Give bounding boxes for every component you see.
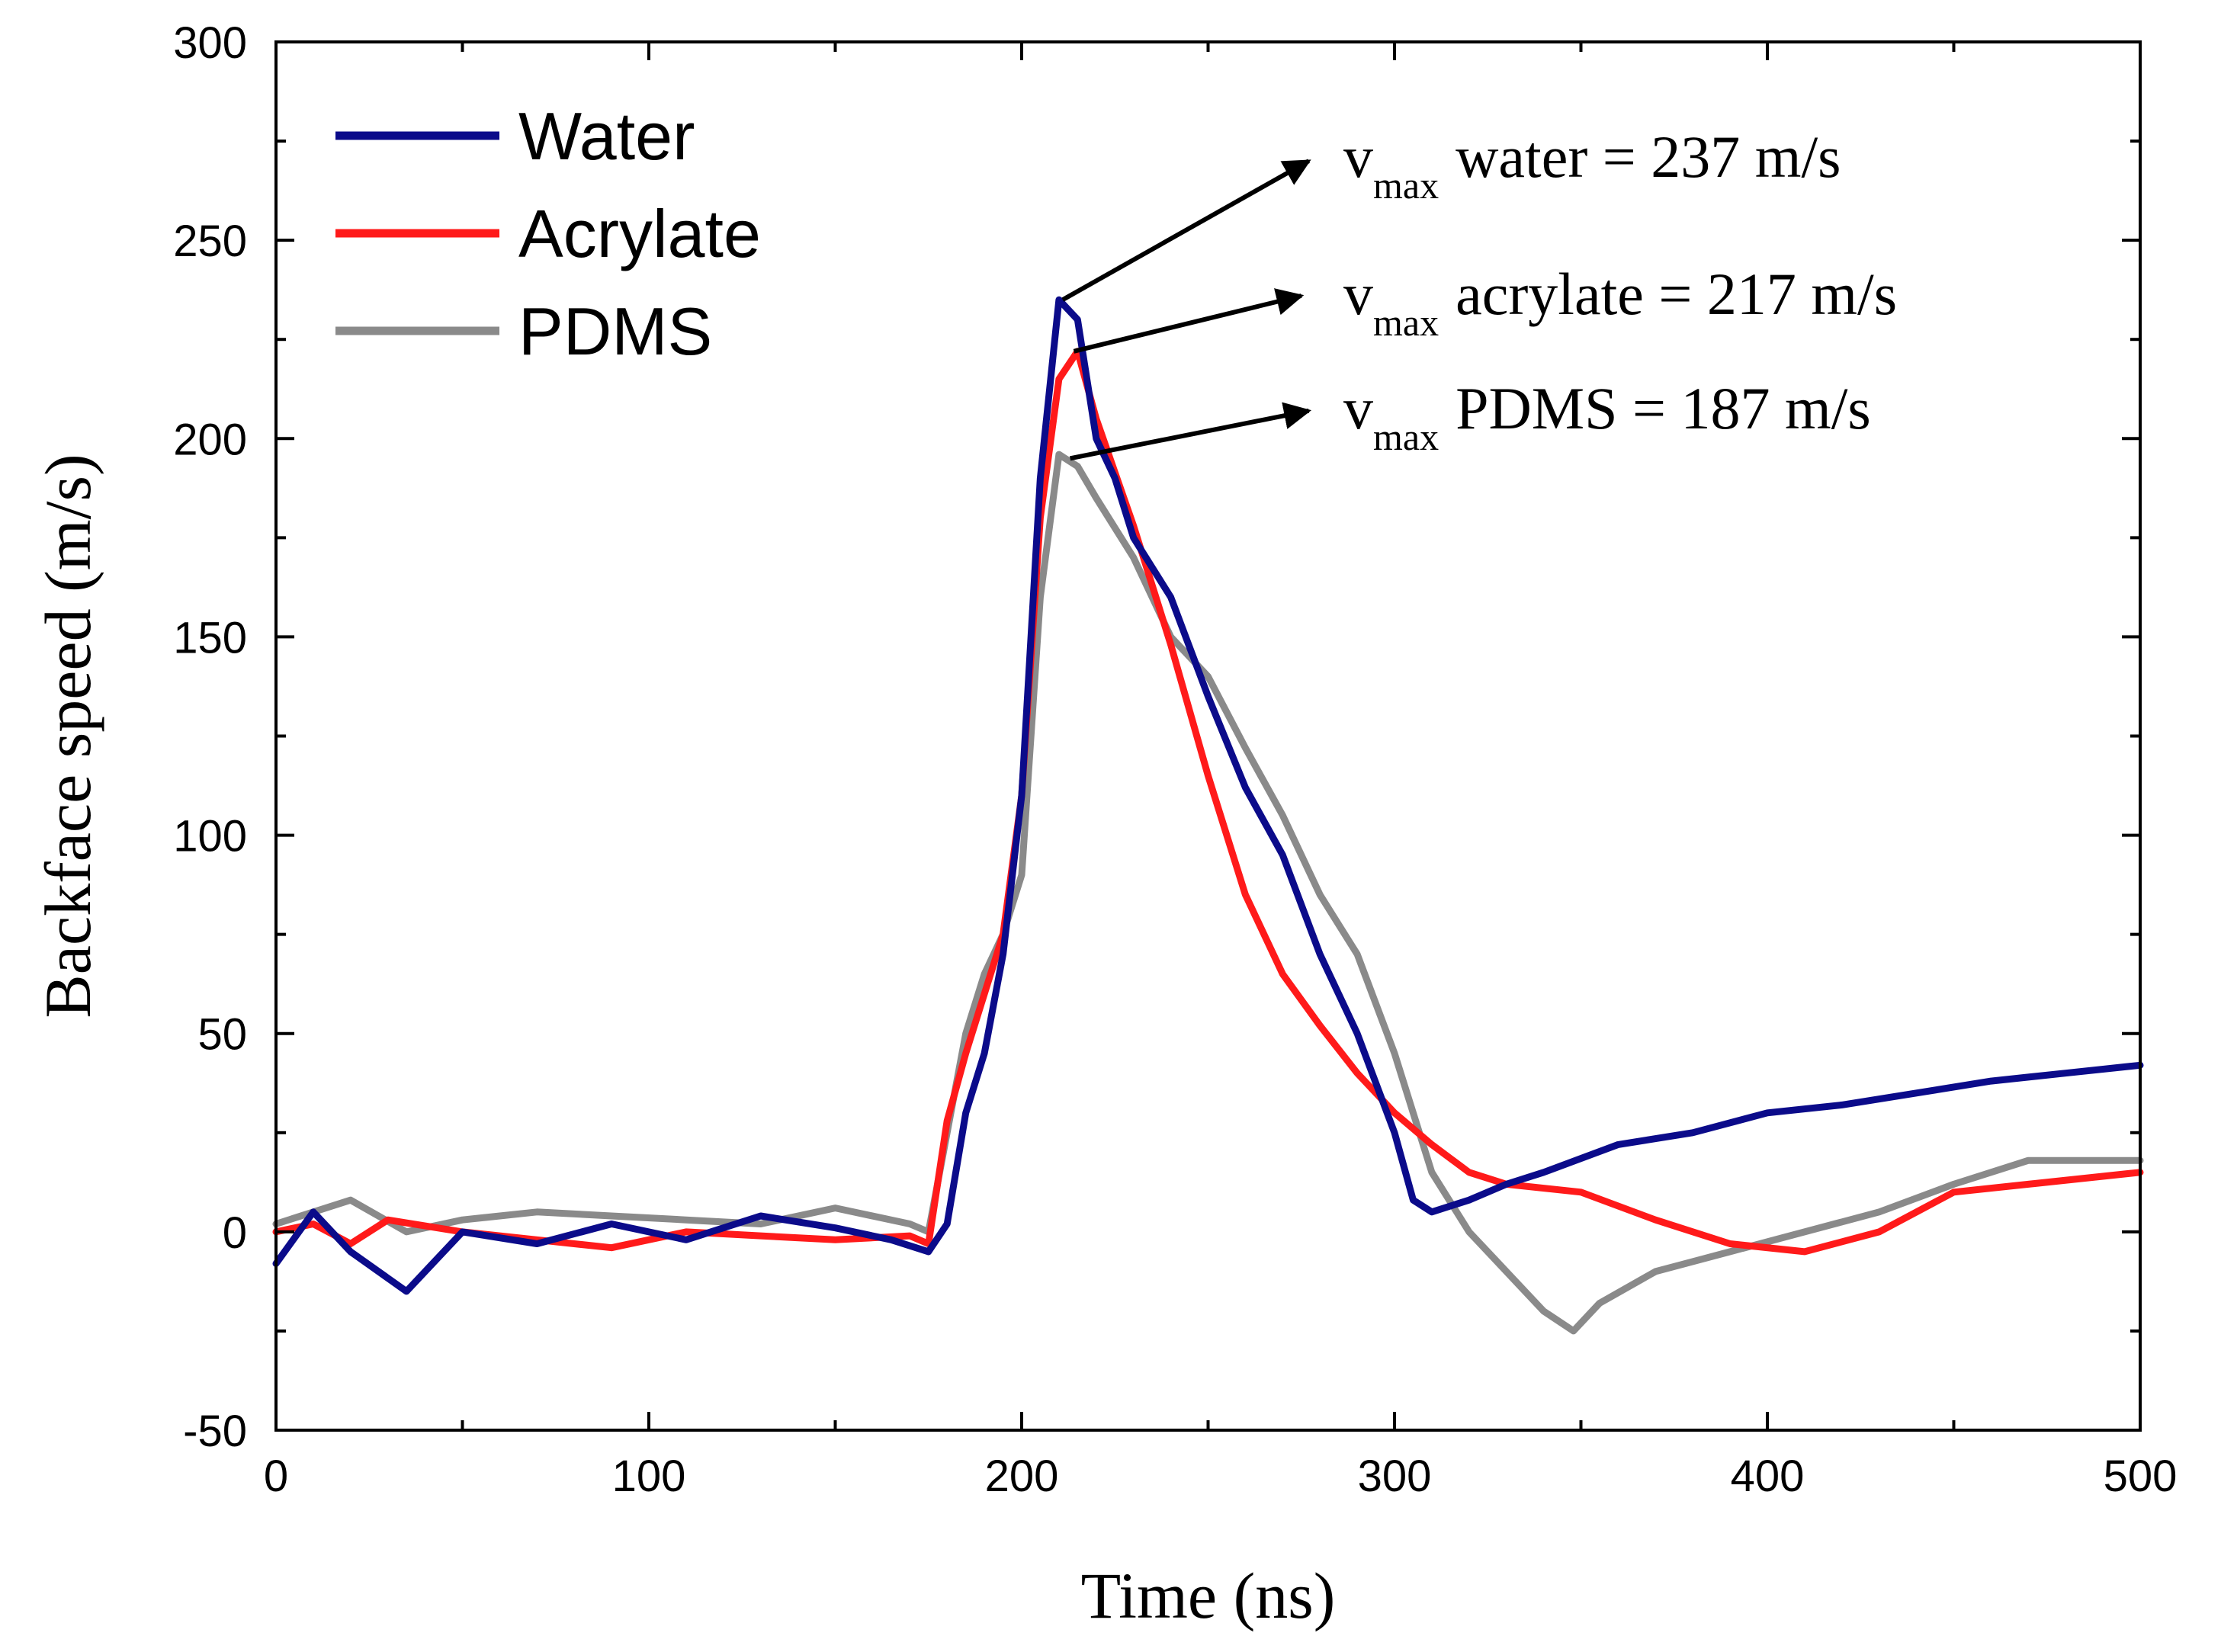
- y-tick-label: -50: [183, 1407, 247, 1456]
- annotation-value: water = 237 m/s: [1456, 123, 1841, 190]
- series-line-pdms: [272, 451, 2144, 1335]
- annotation-water: vmax water = 237 m/s: [1343, 123, 1841, 207]
- annotation-subscript: max: [1373, 164, 1439, 207]
- annotation-arrow-pdms: [1069, 402, 1312, 461]
- y-tick-label: 150: [173, 613, 247, 662]
- annotation-pdms: vmax PDMS = 187 m/s: [1343, 375, 1871, 458]
- legend-label-acrylate: Acrylate: [518, 196, 761, 271]
- annotation-arrow-water: [1061, 159, 1311, 302]
- x-tick-label: 200: [985, 1452, 1059, 1501]
- annotation-value: PDMS = 187 m/s: [1456, 375, 1871, 441]
- x-tick-label: 400: [1731, 1452, 1805, 1501]
- y-axis-title: Backface speed (m/s): [31, 454, 104, 1018]
- annotation-value: acrylate = 217 m/s: [1456, 261, 1897, 327]
- annotation-arrow-acrylate: [1073, 288, 1305, 354]
- annotation-symbol: v: [1343, 261, 1373, 327]
- y-tick-label: 50: [197, 1010, 247, 1060]
- y-tick-label: 200: [173, 415, 247, 464]
- x-tick-label: 100: [612, 1452, 686, 1501]
- series-lines: [272, 296, 2144, 1335]
- y-tick-label: 0: [223, 1208, 247, 1258]
- series-line-acrylate: [272, 348, 2144, 1256]
- x-axis-title: Time (ns): [1081, 1559, 1336, 1632]
- legend: Water Acrylate PDMS: [335, 98, 761, 369]
- y-tick-label: 100: [173, 812, 247, 861]
- annotation-subscript: max: [1373, 301, 1439, 344]
- annotation-acrylate: vmax acrylate = 217 m/s: [1343, 261, 1897, 344]
- x-tick-label: 0: [264, 1452, 288, 1501]
- x-tick-label: 500: [2104, 1452, 2178, 1501]
- plot-frame: [274, 40, 2142, 1432]
- legend-label-water: Water: [518, 98, 695, 174]
- annotation-symbol: v: [1343, 123, 1373, 190]
- annotation-subscript: max: [1373, 415, 1439, 458]
- x-tick-label: 300: [1358, 1452, 1432, 1501]
- series-line-water: [272, 296, 2144, 1295]
- axis-tick-labels: 0 100 200 300 400 500 -50 0 50 100 150 200 250 300: [173, 18, 2177, 1501]
- y-tick-label: 300: [173, 18, 247, 68]
- y-tick-label: 250: [173, 217, 247, 266]
- annotation-symbol: v: [1343, 375, 1373, 441]
- legend-label-pdms: PDMS: [518, 294, 712, 369]
